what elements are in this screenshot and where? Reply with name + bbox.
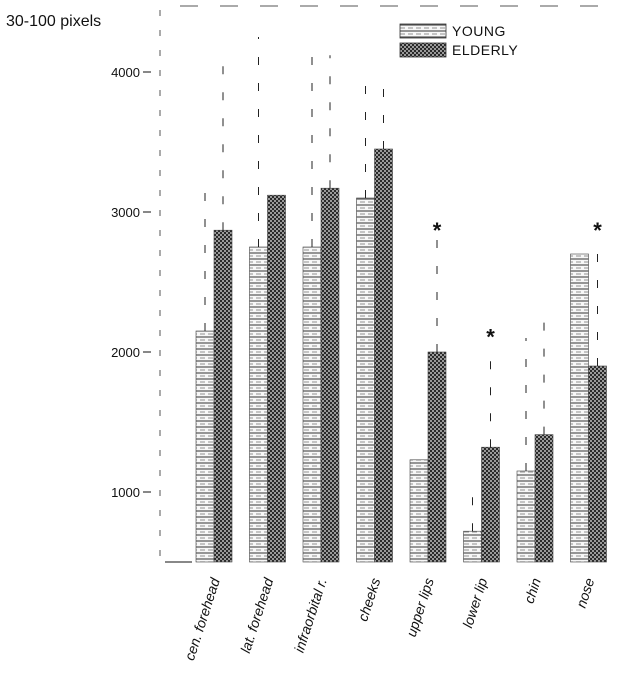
bar-young xyxy=(249,246,268,563)
bar-young xyxy=(356,197,375,563)
legend: YOUNG ELDERLY xyxy=(399,23,518,58)
category-label: lat. forehead xyxy=(237,575,277,655)
category-label: nose xyxy=(573,576,598,610)
category-label: cen. forehead xyxy=(181,575,223,663)
category-label: upper lips xyxy=(403,576,437,639)
category-label: cheeks xyxy=(354,576,383,623)
bar-elderly xyxy=(374,148,393,563)
y-tick-label: 4000 xyxy=(111,65,140,80)
bar-elderly xyxy=(481,446,500,563)
bars xyxy=(195,148,607,563)
y-axis-label: 30-100 pixels xyxy=(6,13,101,30)
category-label: lower lip xyxy=(459,576,490,630)
bar-elderly xyxy=(213,229,233,563)
significance-markers: * * * xyxy=(433,218,603,349)
bar-young xyxy=(195,330,215,563)
bar-elderly xyxy=(320,187,340,563)
bar-elderly xyxy=(534,434,554,563)
legend-label-elderly: ELDERLY xyxy=(452,42,518,58)
error-bars xyxy=(204,37,598,532)
category-labels: cen. forehead lat. forehead infraorbital r… xyxy=(181,575,597,663)
category-label: infraorbital r. xyxy=(291,576,330,654)
bar-young xyxy=(516,470,536,563)
y-tick-label: 1000 xyxy=(111,485,140,500)
significance-star: * xyxy=(593,218,602,243)
bar-young xyxy=(570,253,589,563)
legend-swatch-elderly xyxy=(399,42,447,58)
significance-star: * xyxy=(486,324,495,349)
significance-star: * xyxy=(433,218,442,243)
bar-elderly xyxy=(267,194,286,563)
category-label: chin xyxy=(521,576,544,606)
bar-elderly xyxy=(427,351,447,563)
bar-young xyxy=(409,459,429,563)
legend-label-young: YOUNG xyxy=(452,23,506,39)
y-tick-label: 3000 xyxy=(111,205,140,220)
legend-swatch-young xyxy=(399,23,447,39)
bar-elderly xyxy=(588,365,607,563)
bar-young xyxy=(302,246,322,563)
y-tick-label: 2000 xyxy=(111,345,140,360)
y-tick-labels: 1000 2000 3000 4000 xyxy=(111,5,600,563)
bar-young xyxy=(463,530,482,563)
